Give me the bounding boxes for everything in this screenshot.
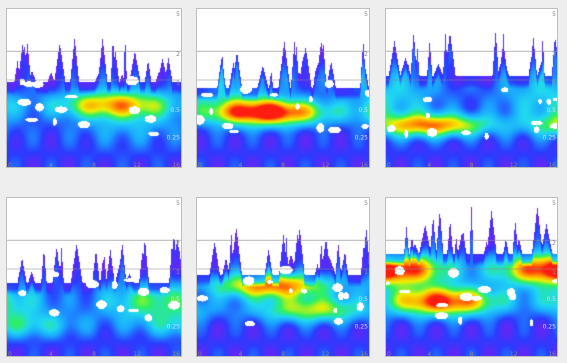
panel-border [6,197,182,357]
y-tick-label: 5 [176,11,180,18]
y-tick-label: 2 [176,51,180,58]
panel-border [385,197,558,357]
wavelet-panel-5: 5 2 1 0.5 0.25 0 4 8 12 16 [196,197,370,358]
y-tick-label: 1 [364,80,368,87]
y-tick-label: 0.5 [358,296,368,303]
wavelet-power-raster [385,8,558,168]
y-tick-label: 0.5 [546,296,556,303]
y-tick-label: 2 [364,240,368,247]
x-tick-label: 16 [172,351,180,358]
x-tick-label: 8 [92,351,96,358]
x-tick-label: 0 [387,162,391,169]
wavelet-heatmap-svg: 5 2 1 0.5 0.25 0 4 8 12 16 [385,197,558,358]
x-tick-label: 4 [49,162,53,169]
x-tick-label: 12 [510,162,518,169]
x-tick-label: 8 [470,162,474,169]
x-tick-label: 12 [322,351,330,358]
x-tick-label: 4 [427,162,431,169]
x-tick-label: 8 [281,351,285,358]
y-tick-label: 2 [176,240,180,247]
wavelet-panel-4: 5 2 1 0.5 0.25 0 4 8 12 16 [6,197,182,358]
x-tick-label: 4 [239,351,243,358]
y-tick-label: 0.5 [170,296,180,303]
x-tick-label: 12 [133,351,141,358]
x-tick-label: 8 [92,162,96,169]
x-tick-label: 16 [548,351,556,358]
y-tick-label: 0.5 [546,107,556,114]
y-tick-label: 0.25 [355,323,369,330]
wavelet-panel-1: 5 2 1 0.5 0.25 0 4 8 12 16 [6,8,182,169]
wavelet-heatmap-svg: 5 2 1 0.5 0.25 0 4 8 12 16 [6,197,182,358]
y-tick-label: 2 [364,51,368,58]
wavelet-power-raster [385,197,558,357]
x-tick-label: 4 [427,351,431,358]
panel-border [6,8,182,168]
wavelet-heatmap-svg: 5 2 1 0.5 0.25 0 4 8 12 16 [6,8,182,169]
y-tick-label: 0.25 [355,134,369,141]
y-tick-label: 5 [552,200,556,207]
x-tick-label: 16 [172,162,180,169]
x-tick-label: 12 [322,162,330,169]
y-tick-label: 0.25 [167,134,181,141]
x-tick-label: 16 [360,162,368,169]
y-tick-label: 2 [552,240,556,247]
wavelet-heatmap-svg: 5 2 1 0.5 0.25 0 4 8 12 16 [196,8,370,169]
wavelet-heatmap-svg: 5 2 1 0.5 0.25 0 4 8 12 16 [196,197,370,358]
x-tick-label: 16 [548,162,556,169]
y-tick-label: 0.5 [170,107,180,114]
panel-border [196,8,370,168]
x-tick-label: 4 [49,351,53,358]
x-tick-label: 0 [8,351,12,358]
x-tick-label: 16 [360,351,368,358]
x-tick-label: 8 [470,351,474,358]
y-tick-label: 1 [176,269,180,276]
y-tick-label: 1 [364,269,368,276]
wavelet-power-raster [196,8,370,168]
wavelet-power-raster [196,197,370,357]
y-tick-label: 2 [552,51,556,58]
y-tick-label: 0.25 [543,134,557,141]
y-tick-label: 1 [552,269,556,276]
panel-border [196,197,370,357]
wavelet-heatmap-svg: 5 2 1 0.5 0.25 0 4 8 12 16 [385,8,558,169]
y-tick-label: 1 [552,80,556,87]
x-tick-label: 0 [198,162,202,169]
y-tick-label: 5 [364,11,368,18]
wavelet-power-raster [6,197,182,357]
y-tick-label: 0.25 [543,323,557,330]
wavelet-panel-6: 5 2 1 0.5 0.25 0 4 8 12 16 [385,197,558,358]
x-tick-label: 0 [8,162,12,169]
x-tick-label: 8 [281,162,285,169]
y-tick-label: 5 [552,11,556,18]
x-tick-label: 12 [510,351,518,358]
x-tick-label: 12 [133,162,141,169]
y-tick-label: 0.5 [358,107,368,114]
x-tick-label: 0 [198,351,202,358]
y-tick-label: 5 [364,200,368,207]
x-tick-label: 0 [387,351,391,358]
y-tick-label: 0.25 [167,323,181,330]
y-tick-label: 5 [176,200,180,207]
x-tick-label: 4 [239,162,243,169]
panel-border [385,8,558,168]
y-tick-label: 1 [176,80,180,87]
wavelet-panel-2: 5 2 1 0.5 0.25 0 4 8 12 16 [196,8,370,169]
wavelet-power-raster [6,8,182,168]
wavelet-panel-3: 5 2 1 0.5 0.25 0 4 8 12 16 [385,8,558,169]
